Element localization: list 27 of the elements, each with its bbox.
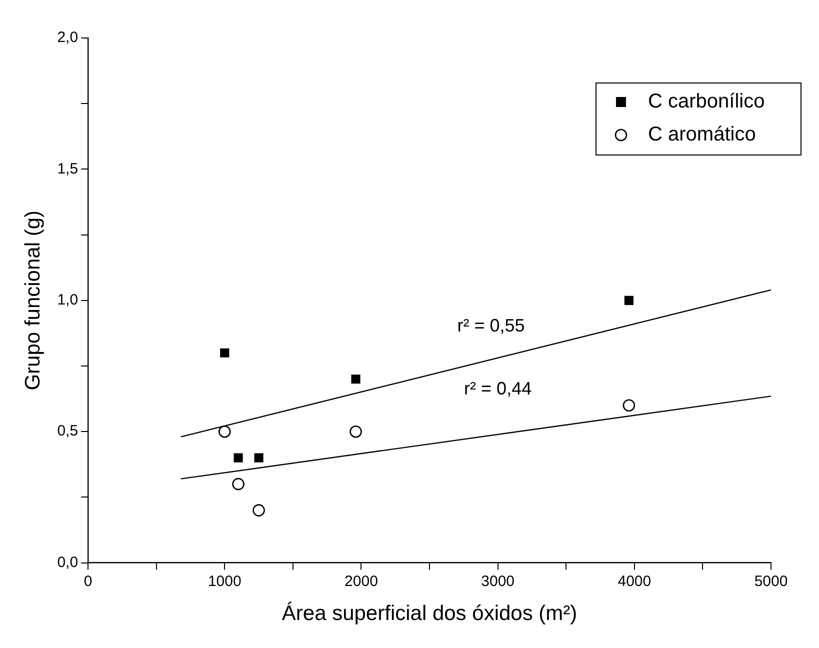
y-tick-label: 0,0 [57, 554, 78, 571]
point [232, 478, 244, 490]
x-tick-label: 0 [84, 572, 92, 590]
x-tick-label: 2000 [344, 572, 378, 590]
legend-label: C carbonílico [648, 90, 765, 113]
y-tick-label: 0,5 [57, 422, 78, 440]
y-tick-label: 2,0 [57, 29, 78, 46]
point [254, 453, 264, 462]
x-tick-label: 5000 [754, 572, 788, 590]
legend-label: C aromático [648, 124, 756, 146]
y-axis-title: Grupo funcional (g) [21, 210, 44, 390]
y-tick-label: 1,5 [57, 160, 78, 178]
x-axis-title: Área superficial dos óxidos (m²) [282, 601, 578, 626]
point [220, 348, 230, 358]
x-tick-label: 4000 [618, 572, 652, 590]
x-tick-label: 1000 [208, 572, 242, 590]
point [234, 453, 243, 462]
point [218, 425, 231, 438]
annotation: r² = 0,55 [457, 316, 525, 336]
point [350, 425, 362, 438]
point [622, 399, 636, 412]
point [252, 504, 265, 516]
x-tick-label: 3000 [481, 572, 515, 590]
annotation: r² = 0,44 [464, 378, 532, 399]
point [624, 296, 634, 305]
y-tick-label: 1,0 [57, 292, 78, 309]
point [351, 374, 360, 384]
